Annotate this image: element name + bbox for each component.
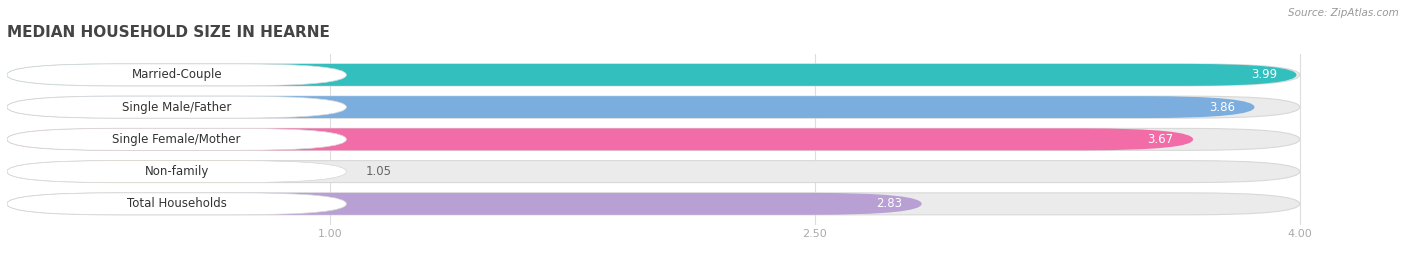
Text: 1.05: 1.05	[366, 165, 392, 178]
FancyBboxPatch shape	[7, 193, 1299, 215]
FancyBboxPatch shape	[7, 128, 1299, 150]
Text: Total Households: Total Households	[127, 197, 226, 210]
FancyBboxPatch shape	[7, 96, 346, 118]
Text: Source: ZipAtlas.com: Source: ZipAtlas.com	[1288, 8, 1399, 18]
FancyBboxPatch shape	[7, 193, 346, 215]
Text: Single Female/Mother: Single Female/Mother	[112, 133, 240, 146]
Text: 3.86: 3.86	[1209, 100, 1234, 114]
FancyBboxPatch shape	[7, 96, 1299, 118]
FancyBboxPatch shape	[7, 64, 1296, 86]
Text: Non-family: Non-family	[145, 165, 209, 178]
FancyBboxPatch shape	[7, 96, 1254, 118]
FancyBboxPatch shape	[7, 161, 346, 183]
FancyBboxPatch shape	[7, 64, 346, 86]
FancyBboxPatch shape	[7, 161, 1299, 183]
FancyBboxPatch shape	[7, 128, 346, 150]
Text: Married-Couple: Married-Couple	[131, 68, 222, 81]
Text: Single Male/Father: Single Male/Father	[122, 100, 232, 114]
Text: MEDIAN HOUSEHOLD SIZE IN HEARNE: MEDIAN HOUSEHOLD SIZE IN HEARNE	[7, 25, 330, 40]
FancyBboxPatch shape	[7, 193, 921, 215]
Text: 3.99: 3.99	[1251, 68, 1277, 81]
Text: 2.83: 2.83	[876, 197, 903, 210]
FancyBboxPatch shape	[7, 128, 1194, 150]
FancyBboxPatch shape	[7, 64, 1299, 86]
FancyBboxPatch shape	[7, 161, 346, 183]
Text: 3.67: 3.67	[1147, 133, 1174, 146]
